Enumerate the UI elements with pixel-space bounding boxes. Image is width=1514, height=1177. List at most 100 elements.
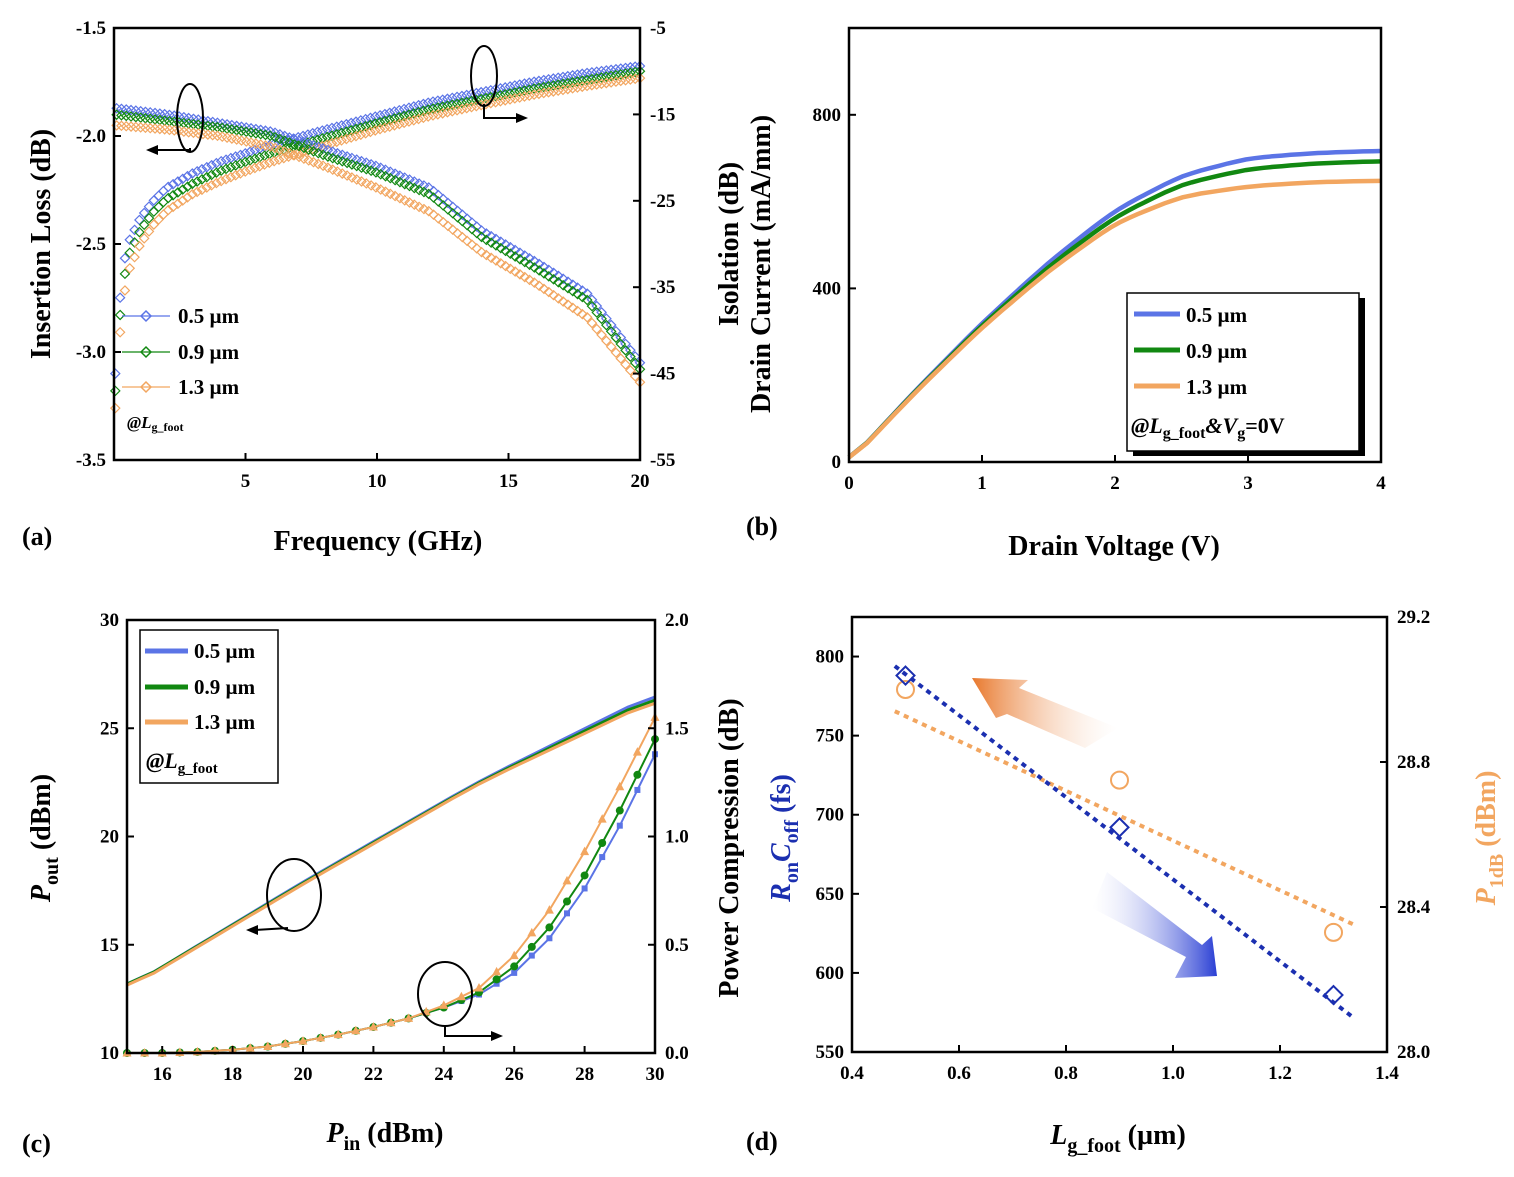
isolation-marker bbox=[514, 86, 526, 97]
isolation-marker bbox=[576, 81, 588, 93]
insertion-marker bbox=[562, 276, 574, 288]
insertion-marker bbox=[332, 147, 343, 159]
insertion-marker bbox=[505, 241, 516, 253]
insertion-marker bbox=[389, 168, 401, 180]
d-y-tick-label: 550 bbox=[816, 1042, 845, 1063]
c-y-tick-label: 20 bbox=[100, 827, 119, 848]
isolation-marker bbox=[461, 96, 473, 108]
isolation-marker bbox=[509, 87, 521, 98]
isolation-marker bbox=[186, 168, 198, 179]
isolation-marker bbox=[552, 79, 564, 90]
compression-marker bbox=[404, 1013, 414, 1022]
isolation-marker bbox=[211, 177, 222, 189]
isolation-marker bbox=[514, 92, 526, 103]
insertion-marker bbox=[384, 188, 396, 200]
insertion-marker bbox=[567, 302, 579, 314]
isolation-marker bbox=[201, 161, 213, 173]
isolation-marker bbox=[567, 70, 578, 81]
isolation-marker bbox=[586, 66, 598, 78]
isolation-marker bbox=[398, 103, 410, 115]
isolation-marker bbox=[365, 119, 376, 131]
insertion-marker bbox=[365, 165, 377, 177]
compression-marker bbox=[632, 747, 642, 756]
insertion-marker bbox=[605, 341, 617, 353]
isolation-marker bbox=[114, 292, 126, 304]
panel-a-insertion-markers bbox=[111, 102, 646, 388]
isolation-marker bbox=[158, 185, 169, 197]
insertion-marker bbox=[437, 193, 449, 205]
isolation-marker bbox=[605, 64, 617, 76]
panel-b: 0 400 800 0 1 2 3 4 0.5 µm 0.9 µm 1.3 µm @Lg_fo… bbox=[746, 26, 1386, 562]
insertion-marker bbox=[365, 180, 377, 191]
insertion-marker bbox=[466, 239, 478, 250]
compression-marker bbox=[633, 770, 642, 779]
insertion-marker bbox=[461, 219, 473, 231]
insertion-marker bbox=[442, 220, 454, 232]
isolation-marker bbox=[485, 97, 497, 109]
isolation-marker bbox=[124, 234, 136, 246]
insertion-marker bbox=[524, 259, 535, 271]
a-y2-tick-label: -15 bbox=[650, 104, 675, 125]
insertion-marker bbox=[341, 151, 353, 162]
compression-marker bbox=[298, 1036, 308, 1045]
insertion-marker bbox=[360, 157, 372, 169]
isolation-marker bbox=[610, 69, 622, 81]
isolation-marker bbox=[215, 165, 227, 177]
d-y2-tick-label: 29.2 bbox=[1397, 607, 1430, 628]
insertion-marker bbox=[437, 200, 449, 211]
insertion-marker bbox=[346, 152, 358, 164]
insertion-marker bbox=[351, 154, 363, 165]
isolation-marker bbox=[331, 121, 343, 133]
insertion-marker bbox=[581, 294, 593, 306]
compression-marker bbox=[615, 806, 624, 815]
a-x-tick-label: 5 bbox=[241, 471, 251, 492]
compression-marker bbox=[615, 781, 625, 791]
insertion-marker bbox=[375, 184, 387, 195]
compression-marker bbox=[474, 983, 484, 992]
isolation-marker bbox=[379, 108, 391, 120]
isolation-marker bbox=[331, 128, 343, 140]
insertion-marker bbox=[495, 257, 507, 269]
insertion-marker bbox=[610, 347, 622, 359]
isolation-marker bbox=[374, 123, 386, 135]
insertion-marker bbox=[456, 215, 468, 227]
insertion-marker bbox=[485, 230, 497, 242]
insertion-marker bbox=[428, 192, 439, 203]
isolation-marker bbox=[408, 114, 420, 126]
pout-curve bbox=[126, 701, 656, 987]
insertion-marker bbox=[408, 182, 420, 194]
d-y-tick-label: 750 bbox=[816, 726, 845, 747]
isolation-marker bbox=[533, 82, 545, 94]
compression-marker bbox=[598, 838, 607, 847]
insertion-marker bbox=[380, 186, 391, 198]
insertion-marker bbox=[591, 307, 603, 318]
isolation-marker bbox=[177, 195, 189, 206]
insertion-marker bbox=[346, 172, 358, 183]
p1db-point bbox=[896, 680, 915, 699]
insertion-marker bbox=[586, 317, 598, 329]
insertion-marker bbox=[389, 174, 401, 186]
panel-a-y2-label: Isolation (dB) bbox=[714, 162, 745, 326]
isolation-marker bbox=[109, 368, 121, 379]
b-y-tick-label: 400 bbox=[813, 278, 842, 299]
insertion-marker bbox=[308, 156, 319, 168]
isolation-marker bbox=[167, 178, 179, 190]
insertion-marker bbox=[629, 357, 641, 369]
isolation-marker bbox=[456, 90, 468, 102]
isolation-marker bbox=[206, 179, 217, 191]
isolation-marker bbox=[393, 118, 405, 130]
insertion-marker bbox=[432, 213, 444, 224]
insertion-marker bbox=[476, 246, 487, 258]
insertion-marker bbox=[605, 319, 617, 331]
isolation-marker bbox=[360, 127, 371, 139]
insertion-marker bbox=[471, 227, 483, 239]
isolation-marker bbox=[138, 219, 150, 231]
isolation-marker bbox=[600, 71, 612, 83]
legend-note: @Lg_foot&Vg=0V bbox=[1131, 413, 1285, 442]
d-x-tick-label: 0.4 bbox=[840, 1063, 864, 1084]
compression-curve bbox=[127, 753, 656, 1054]
insertion-marker bbox=[481, 249, 492, 261]
a-y2-tick-label: -45 bbox=[650, 364, 675, 385]
insertion-marker bbox=[485, 237, 497, 249]
